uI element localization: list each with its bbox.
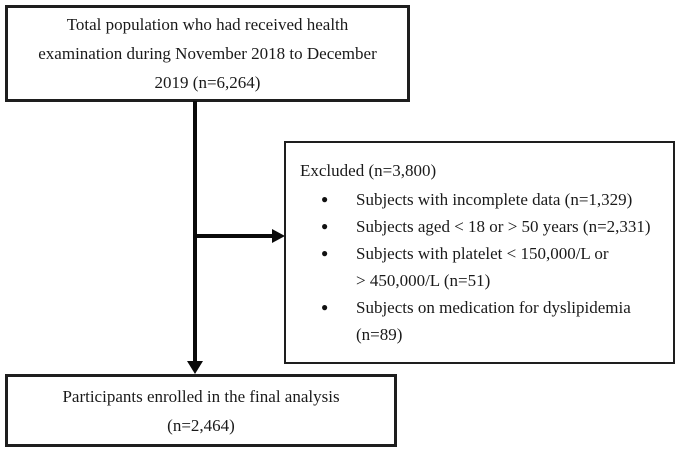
- excluded-box: Excluded (n=3,800) ● Subjects with incom…: [284, 141, 675, 364]
- excluded-item-age: ● Subjects aged < 18 or > 50 years (n=2,…: [300, 213, 667, 240]
- final-analysis-box: Participants enrolled in the final analy…: [5, 374, 397, 447]
- excluded-item-text: Subjects with incomplete data (n=1,329): [356, 190, 633, 209]
- right-arrowhead-icon: [272, 229, 285, 243]
- final-analysis-line-2: (n=2,464): [167, 415, 235, 435]
- total-population-line-3: 2019 (n=6,264): [154, 73, 261, 92]
- final-analysis-line-1: Participants enrolled in the final analy…: [62, 386, 340, 406]
- bullet-icon: ●: [321, 300, 329, 314]
- bullet-icon: ●: [321, 219, 329, 233]
- excluded-item-dyslipidemia-medication: ● Subjects on medication for dyslipidemi…: [300, 294, 667, 348]
- excluded-item-text-wrap: (n=89): [356, 325, 403, 344]
- excluded-item-text: Subjects on medication for dyslipidemia: [356, 298, 631, 317]
- vertical-flow-line: [193, 101, 197, 362]
- down-arrowhead-icon: [187, 361, 203, 374]
- excluded-item-platelet: ● Subjects with platelet < 150,000/L or …: [300, 240, 667, 294]
- excluded-item-incomplete-data: ● Subjects with incomplete data (n=1,329…: [300, 186, 667, 213]
- excluded-item-text: Subjects aged < 18 or > 50 years (n=2,33…: [356, 217, 651, 236]
- horizontal-branch-line: [195, 234, 273, 238]
- total-population-box: Total population who had received health…: [5, 5, 410, 102]
- excluded-item-text: Subjects with platelet < 150,000/L or: [356, 244, 609, 263]
- bullet-icon: ●: [321, 246, 329, 260]
- total-population-line-1: Total population who had received health: [66, 15, 349, 34]
- total-population-line-2: examination during November 2018 to Dece…: [38, 44, 377, 63]
- bullet-icon: ●: [321, 192, 329, 206]
- excluded-item-text-wrap: > 450,000/L (n=51): [356, 271, 491, 290]
- excluded-title: Excluded (n=3,800): [300, 161, 437, 180]
